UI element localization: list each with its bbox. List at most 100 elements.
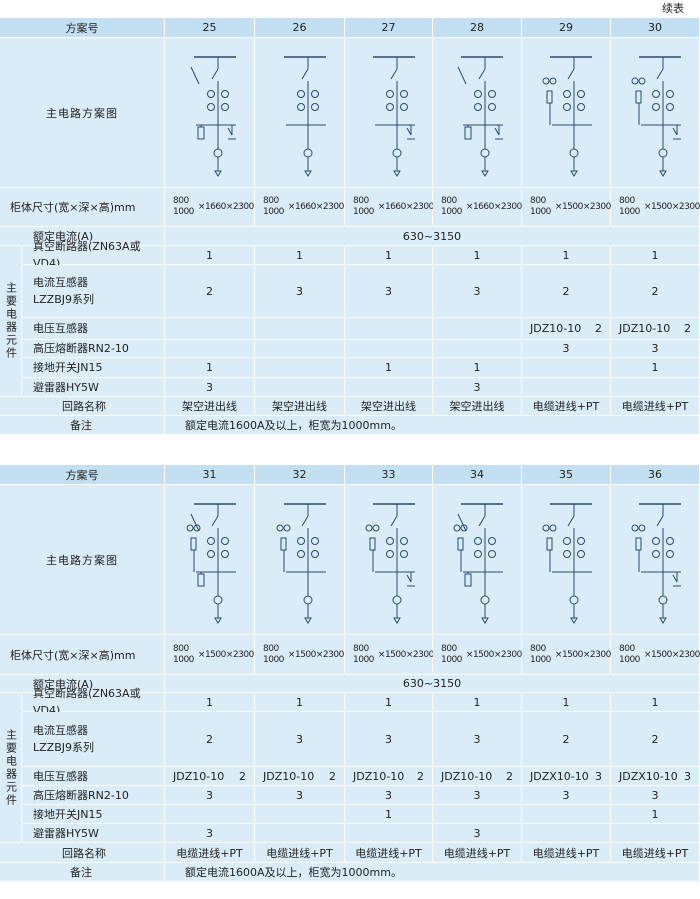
row-label: 主电路方案图 — [46, 553, 118, 567]
diagram-part — [193, 524, 200, 531]
diagram-part — [474, 549, 482, 558]
circuit-name: 电缆进线+PT — [266, 846, 333, 860]
header-cell: 27 — [345, 18, 432, 37]
circuit-diagram — [453, 502, 503, 624]
size-cell: 800 1000 ×1500×2300 — [611, 635, 700, 674]
value-cell — [345, 378, 432, 396]
header-cell: 25 — [165, 18, 254, 37]
value-cell: 3 — [433, 824, 521, 842]
component-qty: 1 — [385, 807, 392, 821]
circuit-name: 电缆进线+PT — [621, 846, 689, 860]
diagram-part — [296, 549, 305, 558]
span-cell: 额定电流1600A及以上，柜宽为1000mm。 — [165, 416, 699, 434]
diagram-cell — [611, 38, 699, 187]
diagram-part — [400, 549, 408, 558]
value-cell: 电缆进线+PT — [611, 843, 699, 862]
diagram-part — [310, 102, 319, 111]
size-dims: ×1660×2300 — [287, 202, 344, 212]
size-widths: 800 1000 — [255, 196, 284, 218]
diagram-part — [567, 515, 575, 526]
size-cell: 800 1000 ×1660×2300 — [345, 188, 434, 226]
size-width: 1000 — [353, 654, 374, 665]
diagram-part — [631, 524, 639, 531]
header-cell: 方案号 — [0, 18, 164, 37]
component-qty: 2 — [562, 732, 570, 746]
row-label: 额定电流(A) — [33, 677, 94, 691]
label-cell: 高压熔断器RN2-10 — [22, 786, 164, 804]
row-label: 接地开关JN15 — [33, 361, 103, 374]
scheme-number: 25 — [202, 21, 217, 34]
component-qty: 1 — [651, 807, 659, 821]
scheme-number: 35 — [559, 468, 573, 481]
value-cell: 电缆进线+PT — [345, 843, 432, 862]
row-label-lines: 电流互感器 LZZBJ9系列 — [22, 274, 94, 308]
diagram-part — [652, 102, 660, 111]
component-qty: 1 — [385, 361, 392, 374]
diagram-part — [577, 536, 585, 545]
row-label-lines: 避雷器HY5W — [22, 825, 99, 842]
component-qty: 3 — [651, 342, 659, 355]
row-label-lines: 电流互感器 LZZBJ9系列 — [22, 722, 94, 756]
diagram-part — [197, 573, 204, 586]
diagram-part — [488, 549, 496, 558]
diagram-part — [386, 102, 394, 111]
diagram-part — [303, 617, 312, 624]
diagram-part — [227, 127, 232, 135]
value-cell: 3 — [345, 712, 432, 766]
rated-current: 630~3150 — [402, 229, 462, 243]
size-dims: ×1660×2300 — [197, 202, 254, 212]
label-cell: 备注 — [0, 863, 164, 881]
diagram-part — [386, 89, 394, 98]
header-cell: 30 — [611, 18, 699, 37]
component-qty: 1 — [562, 695, 570, 709]
component-qty: 3 — [296, 732, 303, 746]
scheme-label: 方案号 — [65, 21, 99, 35]
circuit-diagram — [631, 55, 681, 177]
diagram-part — [563, 102, 571, 111]
row-label: 电压互感器 — [33, 322, 88, 335]
diagram-part — [190, 66, 199, 84]
component-qty: 3 — [473, 380, 481, 394]
component-qty: 3 — [473, 826, 481, 840]
circuit-diagram — [631, 502, 681, 624]
value-cell: 1 — [165, 693, 254, 711]
circuit-diagram — [542, 55, 592, 177]
diagram-part — [652, 536, 660, 545]
diagram-part — [577, 549, 585, 558]
label-cell: 回路名称 — [0, 397, 164, 415]
component-qty: 3 — [562, 788, 570, 802]
diagram-part — [658, 595, 668, 604]
value-cell: 3 — [611, 340, 699, 357]
value-cell: 3 — [433, 265, 521, 317]
value-cell: JDZ10-10 2 — [255, 767, 344, 785]
diagram-part — [652, 89, 660, 98]
circuit-diagram — [457, 55, 503, 177]
value-cell: 3 — [522, 786, 610, 804]
diagram-part — [303, 170, 312, 177]
diagram-part — [211, 515, 218, 526]
pt-qty: 2 — [329, 769, 336, 783]
pt-qty: 2 — [595, 322, 602, 335]
row-label: 备注 — [70, 866, 92, 879]
component-qty: 2 — [206, 732, 213, 746]
size-widths: 800 1000 — [165, 644, 194, 666]
diagram-part — [457, 66, 467, 84]
pt-qty: 2 — [506, 769, 513, 783]
diagram-part — [460, 524, 468, 531]
size-cell: 800 1000 ×1500×2300 — [522, 188, 611, 226]
value-cell: 3 — [345, 786, 432, 804]
diagram-part — [478, 68, 486, 79]
diagram-part — [659, 170, 667, 177]
row-label: 高压熔断器RN2-10 — [33, 342, 129, 355]
remark: 额定电流1600A及以上，柜宽为1000mm。 — [185, 419, 402, 432]
row-label: 避雷器HY5W — [33, 380, 99, 394]
diagram-part — [369, 537, 376, 550]
diagram-part — [488, 102, 496, 111]
circuit-name: 电缆进线+PT — [621, 400, 689, 413]
size-dims: ×1500×2300 — [377, 649, 434, 660]
pt-model: JDZ10-10 — [441, 769, 493, 783]
diagram-part — [659, 617, 667, 624]
diagram-part — [577, 89, 585, 98]
value-cell — [522, 358, 610, 377]
circuit-name: 电缆进线+PT — [176, 846, 243, 860]
